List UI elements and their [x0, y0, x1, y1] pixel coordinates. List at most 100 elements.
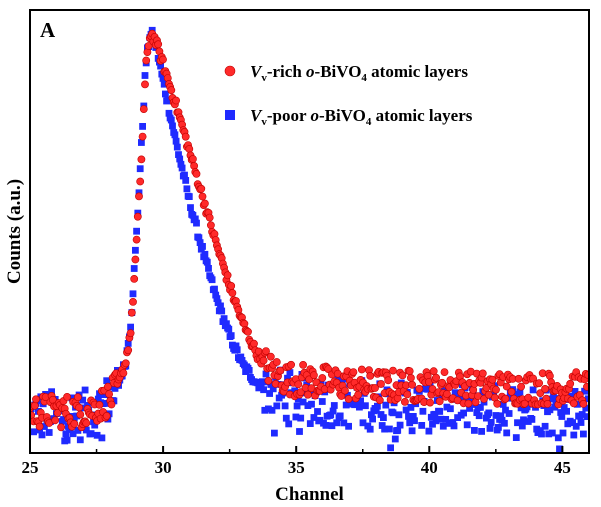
data-point [429, 367, 438, 376]
data-point [133, 227, 140, 235]
data-point [318, 374, 327, 382]
data-point [310, 414, 318, 421]
data-point [172, 137, 180, 145]
data-point [169, 122, 176, 130]
data-point [296, 428, 303, 435]
data-point [69, 430, 77, 438]
data-point [558, 413, 566, 420]
data-point [121, 359, 130, 368]
data-point [435, 397, 444, 406]
data-point [245, 367, 253, 374]
data-point [569, 399, 578, 408]
data-point [139, 123, 146, 130]
data-point [48, 388, 55, 396]
data-point [438, 378, 446, 387]
data-point [282, 414, 290, 422]
data-point [499, 401, 507, 408]
data-point [175, 151, 182, 158]
data-point [518, 422, 526, 430]
data-point [487, 419, 495, 426]
data-point [124, 346, 133, 355]
data-point [136, 165, 144, 173]
data-point [371, 384, 379, 392]
data-point [424, 385, 432, 393]
data-point [502, 382, 511, 391]
data-point [478, 369, 487, 378]
data-point [528, 416, 536, 423]
data-point [571, 388, 579, 395]
data-point [322, 422, 330, 429]
data-point [165, 109, 173, 117]
data-point [570, 431, 578, 439]
data-point [76, 436, 84, 444]
data-point [187, 204, 194, 211]
data-point [82, 426, 90, 434]
data-point [297, 414, 305, 422]
data-point [159, 55, 167, 64]
legend-entry: Vv-poor o-BiVO4 atomic layers [250, 106, 473, 128]
data-point [431, 410, 439, 418]
data-point [178, 164, 186, 172]
data-point [439, 422, 447, 430]
data-point [409, 413, 417, 420]
data-point [398, 371, 407, 380]
data-point [260, 386, 267, 394]
data-point [172, 96, 180, 105]
data-point [514, 374, 523, 383]
data-point [432, 417, 440, 425]
data-point [183, 185, 191, 193]
data-point [486, 425, 494, 432]
data-point [493, 399, 502, 408]
data-point [405, 413, 412, 420]
data-point [306, 420, 314, 427]
data-point [261, 406, 269, 414]
data-point [467, 396, 475, 403]
data-point [119, 369, 128, 377]
data-point [129, 290, 137, 298]
data-point [359, 419, 367, 427]
data-point [442, 390, 451, 398]
data-point [273, 402, 281, 410]
data-point [419, 407, 427, 415]
data-point [492, 385, 500, 394]
data-point [127, 308, 136, 317]
data-point [201, 250, 209, 258]
data-point [386, 425, 393, 433]
data-point [51, 416, 60, 425]
data-point [309, 371, 318, 380]
data-point [206, 221, 215, 230]
data-point [520, 416, 527, 424]
data-point [189, 211, 197, 219]
legend: Vv-rich o-BiVO4 atomic layers Vv-poor o-B… [224, 62, 473, 128]
data-point [138, 132, 147, 141]
data-point [369, 415, 376, 423]
data-point [375, 396, 384, 405]
data-point [267, 381, 275, 388]
data-point [225, 325, 233, 333]
data-point [329, 407, 337, 415]
data-point [408, 427, 416, 435]
data-point [284, 374, 291, 382]
data-point [450, 422, 458, 430]
x-tick-label: 30 [155, 458, 172, 477]
data-point [381, 425, 388, 433]
data-point [463, 421, 471, 429]
data-point [485, 409, 493, 417]
data-point [262, 347, 270, 355]
data-point [366, 371, 375, 380]
data-point [514, 419, 521, 427]
data-point [447, 405, 454, 413]
data-point [272, 358, 281, 366]
data-point [314, 408, 321, 415]
data-point [541, 422, 549, 430]
data-point [102, 400, 109, 407]
data-point [266, 352, 275, 361]
data-point [387, 444, 394, 452]
data-point [259, 356, 268, 365]
data-point [563, 407, 570, 415]
data-point [389, 409, 397, 417]
data-point [102, 411, 111, 420]
data-point [142, 56, 151, 65]
data-point [162, 90, 169, 98]
data-point [195, 234, 203, 242]
